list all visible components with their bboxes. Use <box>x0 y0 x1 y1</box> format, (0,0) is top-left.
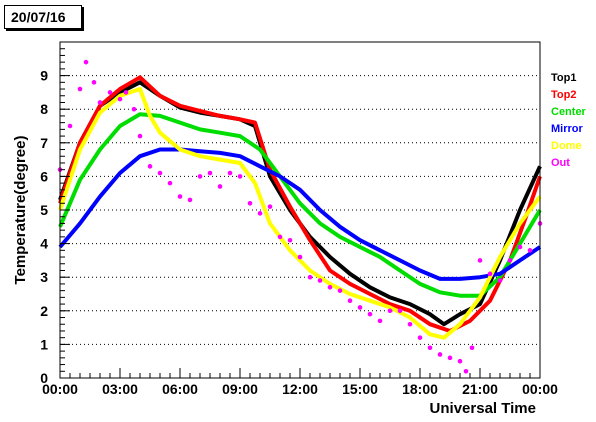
y-tick-label: 8 <box>40 101 48 117</box>
axis-ticks: 0 1 2 3 4 5 6 7 8 9 00:00 03:00 06:00 09:00 12:00 15:00… <box>40 41 558 397</box>
x-tick-label: 15:00 <box>342 381 378 397</box>
out-point <box>337 288 343 293</box>
out-point <box>457 358 463 364</box>
x-tick-label: 21:00 <box>462 381 498 397</box>
out-point <box>463 368 469 374</box>
legend-item-mirror: Mirror <box>551 123 584 135</box>
legend-item-out: Out <box>551 157 570 169</box>
y-tick-label: 6 <box>40 168 48 184</box>
y-tick-label: 5 <box>40 202 48 218</box>
x-tick-label: 09:00 <box>222 381 258 397</box>
x-tick-label: 06:00 <box>162 381 198 397</box>
series-line-dome <box>58 87 542 340</box>
x-tick-label: 18:00 <box>402 381 438 397</box>
out-point <box>347 298 353 304</box>
out-point <box>97 100 103 105</box>
out-point <box>147 164 153 169</box>
out-point <box>137 133 143 139</box>
out-point <box>487 271 493 277</box>
out-point <box>227 170 233 176</box>
out-point <box>157 170 163 176</box>
out-point <box>469 345 475 351</box>
out-point <box>447 355 453 361</box>
out-point <box>387 308 393 314</box>
y-tick-label: 2 <box>40 303 48 319</box>
out-point <box>277 234 283 240</box>
out-point <box>67 123 73 129</box>
x-tick-label: 00:00 <box>522 381 558 397</box>
x-tick-label: 03:00 <box>102 381 138 397</box>
series-line-top2 <box>58 75 542 333</box>
out-point <box>131 106 137 112</box>
y-tick-label: 3 <box>40 269 48 285</box>
y-tick-label: 9 <box>40 68 48 84</box>
series-group <box>57 59 543 374</box>
legend-item-top1: Top1 <box>551 72 576 84</box>
out-point <box>427 345 433 351</box>
series-line-center <box>58 112 542 298</box>
out-point <box>83 59 89 65</box>
out-point <box>397 308 403 314</box>
out-point <box>187 197 193 203</box>
out-point <box>417 335 423 340</box>
legend-item-top2: Top2 <box>551 89 576 101</box>
x-axis-title: Universal Time <box>430 400 536 417</box>
out-point <box>507 258 513 263</box>
x-tick-label: 12:00 <box>282 381 318 397</box>
y-axis-title: Temperature(degree) <box>12 136 29 285</box>
out-point <box>107 90 113 95</box>
out-point <box>123 90 129 95</box>
out-point <box>117 96 123 102</box>
out-point <box>197 174 203 179</box>
x-tick-label: 00:00 <box>42 381 78 397</box>
out-point <box>207 170 213 176</box>
legend-item-center: Center <box>551 106 587 118</box>
out-point <box>167 180 173 186</box>
y-tick-label: 4 <box>40 236 48 252</box>
y-tick-label: 0 <box>40 370 48 386</box>
out-point <box>257 211 263 216</box>
out-point <box>91 80 97 85</box>
out-point <box>217 184 223 189</box>
legend-item-dome: Dome <box>551 140 582 152</box>
date-label: 20/07/16 <box>4 5 82 29</box>
out-point <box>477 258 483 263</box>
out-point <box>267 204 273 209</box>
legend: Top1 Top2 Center Mirror Dome Out <box>551 72 587 169</box>
out-point <box>527 248 533 253</box>
out-point <box>367 311 373 317</box>
y-tick-label: 1 <box>40 336 48 352</box>
out-point <box>317 278 323 283</box>
out-point <box>357 305 363 310</box>
out-point <box>327 284 333 290</box>
out-point <box>497 278 503 283</box>
out-point <box>377 318 383 324</box>
out-point <box>407 321 413 327</box>
out-point <box>287 237 293 243</box>
series-line-mirror <box>58 147 542 281</box>
out-point <box>437 352 443 357</box>
grid-lines <box>60 75 540 345</box>
y-tick-label: 7 <box>40 135 48 151</box>
out-point <box>77 86 83 92</box>
out-point <box>307 274 313 280</box>
out-point <box>247 200 253 206</box>
out-point <box>237 174 243 179</box>
out-point <box>297 254 303 260</box>
out-point <box>177 194 183 199</box>
out-point <box>517 244 523 250</box>
